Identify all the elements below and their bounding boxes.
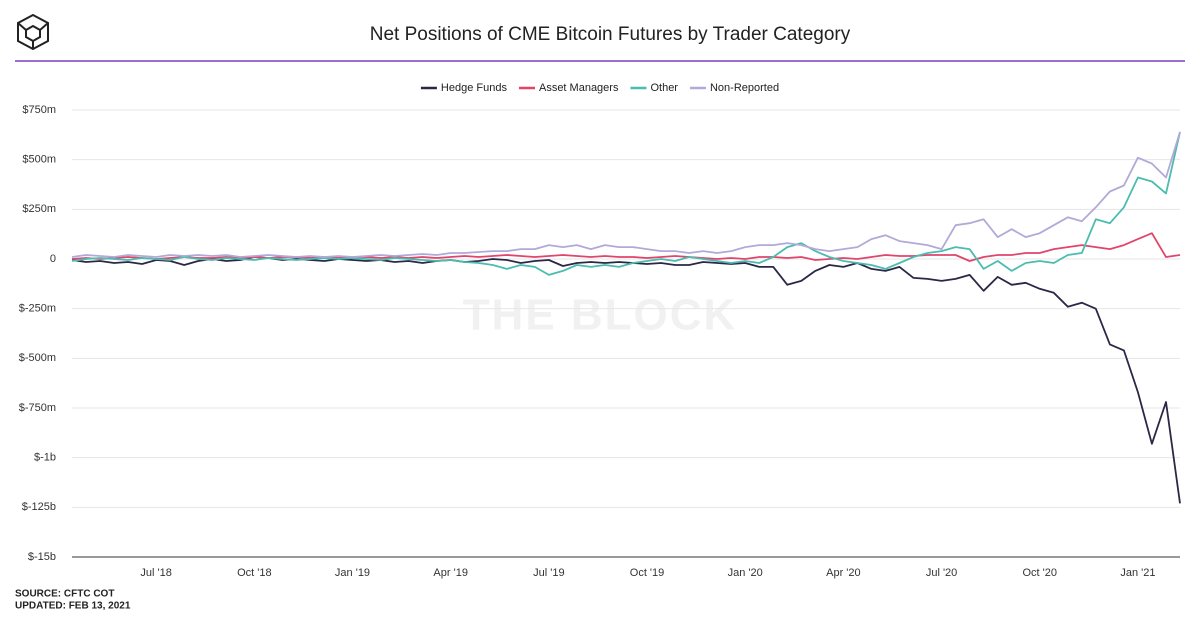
updated: UPDATED: FEB 13, 2021: [15, 601, 131, 612]
x-tick-label: Jan '21: [1120, 567, 1155, 579]
chart-title: Net Positions of CME Bitcoin Futures by …: [370, 24, 851, 45]
series-line: [71, 232, 1181, 262]
logo: [17, 13, 49, 51]
x-tick-label: Apr '20: [826, 567, 861, 579]
x-tick-label: Jan '19: [335, 567, 370, 579]
legend-label: Hedge Funds: [441, 82, 508, 94]
y-tick-label: $-250m: [19, 303, 56, 315]
legend-item: Other: [630, 82, 678, 94]
y-tick-label: $-500m: [19, 352, 56, 364]
source: SOURCE: CFTC COT: [15, 589, 114, 600]
x-tick-label: Oct '19: [630, 567, 665, 579]
legend-item: Asset Managers: [518, 82, 619, 94]
x-tick-label: Jul '20: [926, 567, 957, 579]
legend-label: Other: [650, 82, 678, 94]
x-tick-label: Jul '19: [533, 567, 564, 579]
legend: Hedge Funds Asset Managers Other Non-Report…: [420, 82, 779, 94]
x-tick-label: Oct '20: [1022, 567, 1057, 579]
y-tick-label: $-15b: [28, 551, 56, 563]
x-tick-label: Apr '19: [433, 567, 468, 579]
watermark: THE BLOCK: [463, 291, 738, 340]
y-tick-label: $-750m: [19, 402, 56, 414]
legend-item: Non-Reported: [689, 82, 779, 94]
y-tick-label: 0: [50, 253, 56, 265]
legend-label: Non-Reported: [710, 82, 779, 94]
legend-item: Hedge Funds: [420, 82, 508, 94]
y-tick-label: $750m: [22, 104, 56, 116]
series-line: [71, 131, 1181, 258]
y-tick-label: $-1b: [34, 452, 56, 464]
x-tick-label: Oct '18: [237, 567, 272, 579]
series-line: [71, 131, 1181, 276]
y-tick-label: $500m: [22, 154, 56, 166]
y-tick-label: $-125b: [22, 501, 56, 513]
x-tick-label: Jan '20: [728, 567, 763, 579]
y-tick-label: $250m: [22, 203, 56, 215]
x-tick-label: Jul '18: [140, 567, 171, 579]
legend-label: Asset Managers: [539, 82, 619, 94]
